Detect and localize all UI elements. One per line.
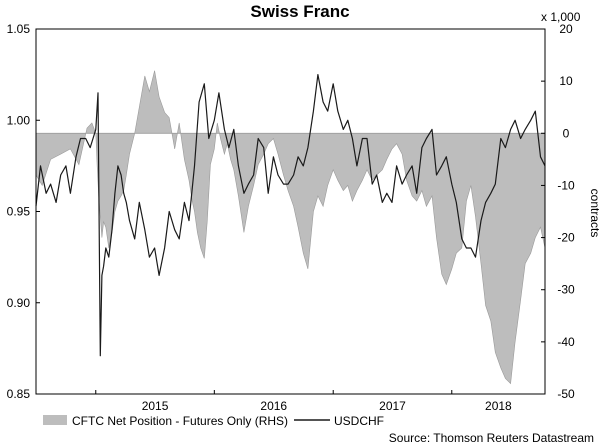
source-note: Source: Thomson Reuters Datastream (389, 431, 594, 445)
left-axis-tick-label: 0.90 (7, 296, 31, 310)
left-axis-tick-label: 1.00 (7, 113, 31, 127)
series-area-cftc-net-position (35, 70, 546, 385)
area-series-layer (35, 70, 546, 385)
series-line-usdchf (35, 73, 546, 357)
legend: CFTC Net Position - Futures Only (RHS) U… (43, 414, 384, 428)
right-axis-tick-label: -50 (557, 387, 575, 401)
left-axis-tick-label: 0.95 (7, 205, 31, 219)
right-axis-tick-label: 0 (563, 126, 570, 140)
right-axis-tick-label: 10 (559, 74, 573, 88)
x-axis-tick-label: 2016 (260, 399, 287, 413)
legend-swatch-cftc (43, 415, 67, 425)
chart-title: Swiss Franc (250, 2, 349, 21)
line-series-layer (35, 73, 546, 357)
right-axis-multiplier-label: x 1,000 (541, 10, 581, 24)
left-axis-tick-label: 0.85 (7, 387, 31, 401)
legend-label-usdchf: USDCHF (334, 414, 384, 428)
right-axis-tick-label: -10 (557, 178, 575, 192)
left-axis-tick-label: 1.05 (7, 22, 31, 36)
x-axis-tick-label: 2018 (485, 399, 512, 413)
right-axis-tick-label: 20 (559, 22, 573, 36)
legend-label-cftc: CFTC Net Position - Futures Only (RHS) (72, 414, 288, 428)
axis-ticks: 0.85 0.90 0.95 1.00 1.05 -50 -40 -30 -20 -10 0 10 20… (7, 22, 575, 413)
x-axis-tick-label: 2017 (379, 399, 406, 413)
right-axis-label: contracts (588, 189, 600, 238)
right-axis-tick-label: -20 (557, 231, 575, 245)
right-axis-tick-label: -30 (557, 283, 575, 297)
x-axis-tick-label: 2015 (142, 399, 169, 413)
right-axis-tick-label: -40 (557, 335, 575, 349)
